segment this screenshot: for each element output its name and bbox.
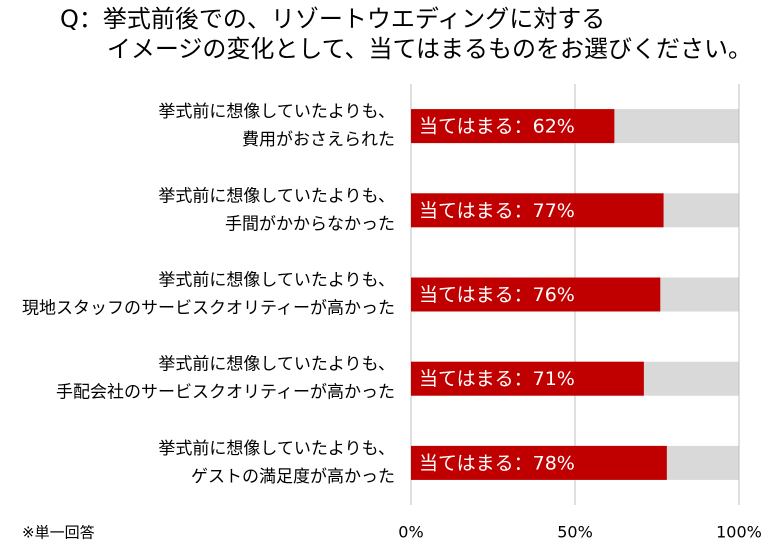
y-tick-label: 挙式前に想像していたよりも、 <box>158 355 395 375</box>
y-tick-label: 現地スタッフのサービスクオリティーが高かった <box>22 299 395 319</box>
data-label: 当てはまる：76% <box>419 284 575 306</box>
x-tick-label: 50% <box>557 523 593 542</box>
y-tick-label: 費用がおさえられた <box>242 130 395 150</box>
data-label: 当てはまる：78% <box>419 452 575 474</box>
bar <box>411 277 661 312</box>
y-tick-label: 挙式前に想像していたよりも、 <box>158 186 395 206</box>
x-tick-label: 100% <box>716 523 762 542</box>
data-label: 当てはまる：77% <box>419 200 575 222</box>
bar <box>411 361 644 396</box>
bar <box>411 445 667 480</box>
bar <box>411 109 615 144</box>
y-tick-label: ゲストの満足度が高かった <box>191 467 395 487</box>
y-tick-label: 手間がかからなかった <box>225 214 395 234</box>
x-tick-label: 0% <box>398 523 423 542</box>
chart-title: Q：挙式前後での、リゾートウエディングに対する <box>60 5 605 33</box>
note: ※単一回答 <box>22 524 95 542</box>
data-label: 当てはまる：62% <box>419 116 575 138</box>
y-tick-label: 挙式前に想像していたよりも、 <box>158 271 395 291</box>
bar <box>411 193 664 228</box>
data-label: 当てはまる：71% <box>419 368 575 390</box>
y-tick-label: 挙式前に想像していたよりも、 <box>158 102 395 122</box>
y-tick-label: 挙式前に想像していたよりも、 <box>158 439 395 459</box>
y-tick-label: 手配会社のサービスクオリティーが高かった <box>56 383 395 403</box>
chart-title: イメージの変化として、当てはまるものをお選びください。 <box>107 35 752 63</box>
